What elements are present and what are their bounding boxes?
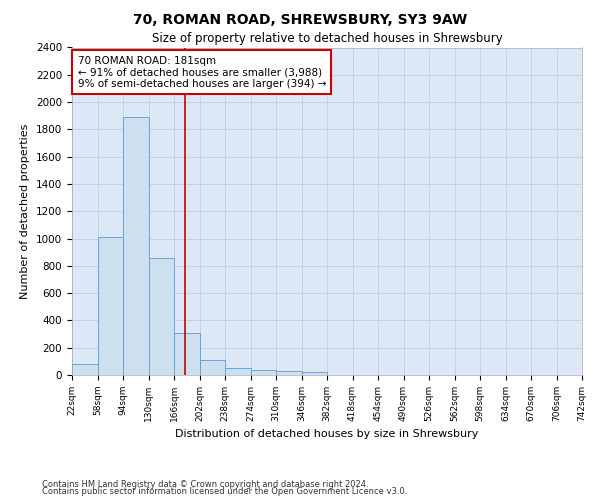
Title: Size of property relative to detached houses in Shrewsbury: Size of property relative to detached ho… [152,32,502,45]
Bar [174,332,199,375]
Bar [97,237,123,375]
Bar [149,258,174,375]
Bar [199,360,225,375]
Text: Contains public sector information licensed under the Open Government Licence v3: Contains public sector information licen… [42,488,407,496]
X-axis label: Distribution of detached houses by size in Shrewsbury: Distribution of detached houses by size … [175,430,479,440]
Bar [72,364,97,375]
Bar [302,372,327,375]
Bar [225,368,251,375]
Bar [276,371,302,375]
Y-axis label: Number of detached properties: Number of detached properties [20,124,31,299]
Text: 70 ROMAN ROAD: 181sqm
← 91% of detached houses are smaller (3,988)
9% of semi-de: 70 ROMAN ROAD: 181sqm ← 91% of detached … [77,56,326,89]
Bar [251,370,276,375]
Bar [123,117,149,375]
Text: 70, ROMAN ROAD, SHREWSBURY, SY3 9AW: 70, ROMAN ROAD, SHREWSBURY, SY3 9AW [133,12,467,26]
Text: Contains HM Land Registry data © Crown copyright and database right 2024.: Contains HM Land Registry data © Crown c… [42,480,368,489]
